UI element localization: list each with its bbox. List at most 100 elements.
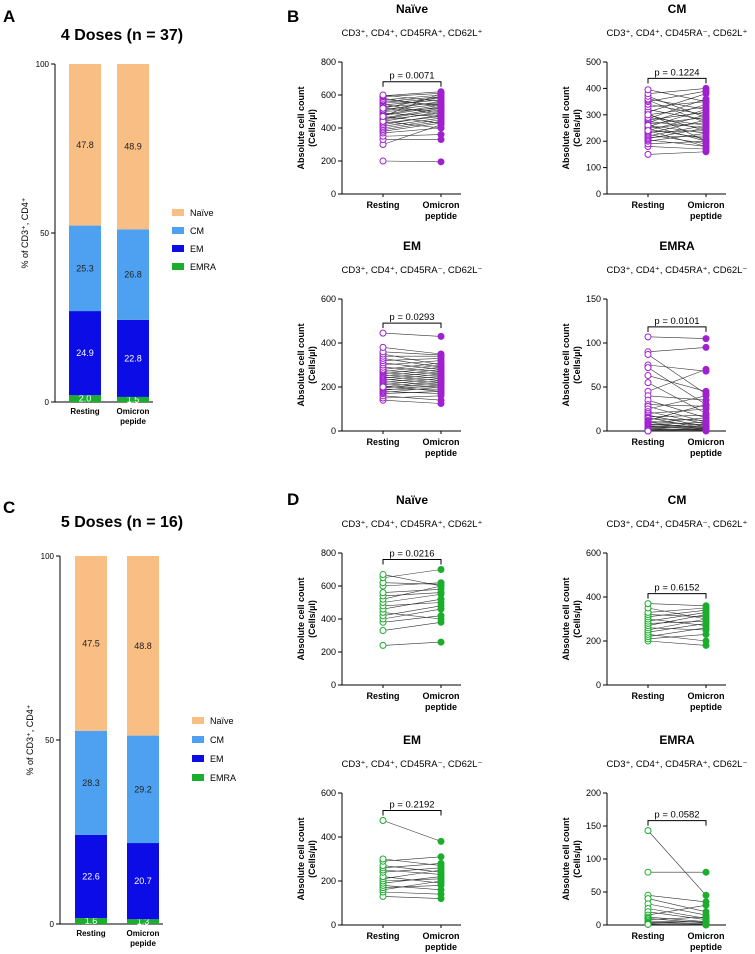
x-tick-label: Resting <box>366 437 399 447</box>
omicron-point <box>702 106 710 114</box>
pair-line <box>647 903 707 916</box>
pair-line <box>382 891 442 895</box>
pair-line <box>647 100 707 123</box>
pair-line <box>647 414 707 418</box>
omicron-point <box>437 111 445 119</box>
omicron-point <box>702 401 710 409</box>
pair-line <box>382 127 442 134</box>
y-tick-label: 200 <box>586 136 601 146</box>
pair-line <box>647 121 707 129</box>
plot-subtitle: CD3⁺, CD4⁺, CD45RA⁻, CD62L⁻ <box>342 759 483 770</box>
bar-segment-emra <box>117 396 149 402</box>
p-value: p = 0.0293 <box>389 312 434 323</box>
pair-line <box>647 911 707 921</box>
pair-line <box>382 869 442 875</box>
y-tick-label: 100 <box>41 552 55 561</box>
omicron-point <box>437 582 445 590</box>
y-tick-label: 400 <box>321 338 336 348</box>
legend-swatch-em <box>192 755 204 762</box>
data-label-cm: 26.8 <box>124 270 142 280</box>
resting-point <box>379 157 387 165</box>
omicron-point <box>437 615 445 623</box>
pair-line <box>382 366 442 372</box>
pair-line <box>647 428 707 432</box>
omicron-point <box>437 837 445 845</box>
data-label-cm: 29.2 <box>134 784 152 794</box>
pair-line <box>647 93 707 113</box>
legend-swatch-naïve <box>172 209 184 216</box>
pair-line <box>647 830 707 896</box>
data-label-naive: 47.5 <box>82 638 100 648</box>
pair-line <box>647 425 707 428</box>
y-tick-label: 800 <box>321 548 336 558</box>
pair-line <box>382 885 442 888</box>
y-tick-label: 400 <box>321 123 336 133</box>
pair-line <box>382 98 442 104</box>
pair-line <box>647 904 707 916</box>
y-axis-label-unit: (Cells/µl) <box>307 346 317 384</box>
omicron-point <box>702 142 710 150</box>
stacked-bar-chart-5-doses: 5 Doses (n = 16) 0 50 100 % of CD3⁺, CD4⁺ 1.6… <box>25 514 236 948</box>
pair-line <box>382 876 442 884</box>
y-axis-label-unit: (Cells/µl) <box>307 600 317 638</box>
x-tick-label: Omicron <box>422 200 459 210</box>
pair-line <box>382 374 442 379</box>
x-tick-label: Resting <box>70 407 99 416</box>
pair-line <box>382 641 442 646</box>
omicron-point <box>702 637 710 645</box>
pair-line <box>647 364 707 372</box>
pair-line <box>647 920 707 923</box>
y-tick-label: 100 <box>586 854 601 864</box>
pair-line <box>647 618 707 626</box>
resting-point <box>644 600 652 608</box>
legend-swatch-emra <box>192 774 204 781</box>
x-tick-label: peptide <box>425 942 457 952</box>
omicron-point <box>437 599 445 606</box>
y-axis-label: % of CD3⁺, CD4⁺ <box>20 197 30 268</box>
bar-segment-emra <box>127 919 159 924</box>
resting-point <box>644 372 652 380</box>
pair-line <box>647 139 707 147</box>
legend-label: Naïve <box>210 716 234 726</box>
pair-line <box>647 612 707 622</box>
pair-line <box>382 332 442 337</box>
omicron-point <box>437 566 445 573</box>
y-tick-label: 0 <box>596 189 601 199</box>
pair-line <box>647 924 707 926</box>
pair-line <box>382 589 442 593</box>
pair-line <box>382 615 442 623</box>
pair-line <box>382 582 442 587</box>
pair-line <box>382 107 442 112</box>
y-tick-label: 200 <box>321 382 336 392</box>
paired-plot-4: Naïve CD3⁺, CD4⁺, CD45RA⁺, CD62L⁺ 0 200 400 6… <box>296 493 482 712</box>
resting-point <box>644 827 652 835</box>
bar-segment-naive <box>127 556 159 736</box>
y-axis-label: Absolute cell count <box>296 817 306 900</box>
pair-line <box>647 923 707 925</box>
x-tick-label: Omicron <box>687 931 724 941</box>
pair-line <box>382 91 442 97</box>
y-tick-label: 0 <box>331 920 336 930</box>
omicron-point <box>437 396 445 404</box>
plot-subtitle: CD3⁺, CD4⁺, CD45RA⁺, CD62L⁻ <box>607 759 748 770</box>
pair-line <box>647 109 707 127</box>
y-tick-label: 0 <box>45 398 50 407</box>
omicron-point <box>702 901 710 909</box>
pair-line <box>382 569 442 579</box>
pair-line <box>647 603 707 607</box>
bar-segment-em <box>75 834 107 919</box>
resting-point <box>379 627 387 635</box>
pair-line <box>382 608 442 620</box>
pair-line <box>647 367 707 405</box>
pair-line <box>647 134 707 145</box>
bar-segment-cm <box>69 225 101 312</box>
pair-line <box>382 112 442 117</box>
pair-line <box>647 627 707 637</box>
resting-point <box>644 868 652 876</box>
pair-line <box>647 135 707 138</box>
pair-line <box>382 856 442 862</box>
pair-line <box>382 391 442 394</box>
legend-label: CM <box>190 226 204 236</box>
y-tick-label: 0 <box>331 426 336 436</box>
pair-line <box>647 132 707 142</box>
